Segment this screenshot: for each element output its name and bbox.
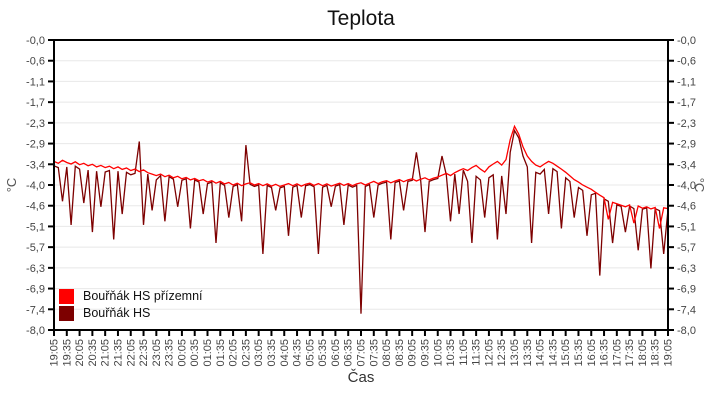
svg-text:00:35: 00:35 bbox=[189, 339, 201, 367]
svg-text:10:05: 10:05 bbox=[432, 339, 444, 367]
svg-text:-6,3: -6,3 bbox=[677, 263, 696, 275]
svg-text:03:05: 03:05 bbox=[253, 339, 265, 367]
svg-text:-0,6: -0,6 bbox=[26, 56, 45, 68]
svg-text:08:05: 08:05 bbox=[381, 339, 393, 367]
svg-text:09:35: 09:35 bbox=[419, 339, 431, 367]
svg-text:-7,4: -7,4 bbox=[677, 304, 696, 316]
svg-text:-2,3: -2,3 bbox=[26, 118, 45, 130]
svg-text:-1,1: -1,1 bbox=[677, 76, 696, 88]
legend-swatch-hs bbox=[59, 305, 74, 321]
svg-text:-7,4: -7,4 bbox=[26, 304, 45, 316]
legend-label-hs: Bouřňák HS bbox=[83, 306, 151, 320]
svg-text:15:05: 15:05 bbox=[560, 339, 572, 367]
svg-text:03:35: 03:35 bbox=[266, 339, 278, 367]
svg-text:02:05: 02:05 bbox=[228, 339, 240, 367]
y-axis-label-right: °C bbox=[692, 177, 707, 193]
svg-text:17:35: 17:35 bbox=[624, 339, 636, 367]
svg-text:17:05: 17:05 bbox=[611, 339, 623, 367]
svg-text:04:35: 04:35 bbox=[292, 339, 304, 367]
svg-text:-5,7: -5,7 bbox=[677, 242, 696, 254]
svg-text:15:35: 15:35 bbox=[573, 339, 585, 367]
series-lines bbox=[53, 124, 669, 314]
svg-text:-4,6: -4,6 bbox=[677, 201, 696, 213]
svg-text:-8,0: -8,0 bbox=[677, 325, 696, 337]
svg-text:-2,9: -2,9 bbox=[26, 139, 45, 151]
svg-text:01:05: 01:05 bbox=[202, 339, 214, 367]
svg-text:22:05: 22:05 bbox=[125, 339, 137, 367]
svg-text:13:05: 13:05 bbox=[509, 339, 521, 367]
svg-text:06:35: 06:35 bbox=[343, 339, 355, 367]
legend-item-prizemni: Bouřňák HS přízemní bbox=[59, 288, 203, 304]
svg-text:13:35: 13:35 bbox=[522, 339, 534, 367]
svg-text:21:35: 21:35 bbox=[112, 339, 124, 367]
svg-text:09:05: 09:05 bbox=[407, 339, 419, 367]
svg-text:11:05: 11:05 bbox=[458, 339, 470, 366]
svg-text:-0,0: -0,0 bbox=[26, 35, 45, 47]
svg-text:-5,1: -5,1 bbox=[26, 221, 45, 233]
svg-text:07:35: 07:35 bbox=[368, 339, 380, 367]
svg-text:22:35: 22:35 bbox=[138, 339, 150, 367]
svg-text:-5,1: -5,1 bbox=[677, 221, 696, 233]
svg-text:04:05: 04:05 bbox=[279, 339, 291, 367]
svg-text:-0,0: -0,0 bbox=[677, 35, 696, 47]
svg-text:-4,0: -4,0 bbox=[26, 180, 45, 192]
svg-text:19:05: 19:05 bbox=[663, 339, 675, 367]
svg-text:23:35: 23:35 bbox=[164, 339, 176, 367]
svg-text:-6,9: -6,9 bbox=[26, 284, 45, 296]
x-axis-label: Čas bbox=[347, 369, 375, 386]
svg-text:-6,9: -6,9 bbox=[677, 284, 696, 296]
svg-text:-3,4: -3,4 bbox=[677, 159, 696, 171]
svg-text:02:35: 02:35 bbox=[240, 339, 252, 367]
svg-text:16:35: 16:35 bbox=[599, 339, 611, 367]
svg-text:-2,9: -2,9 bbox=[677, 139, 696, 151]
svg-text:14:35: 14:35 bbox=[547, 339, 559, 367]
series-hs-line bbox=[53, 128, 669, 314]
svg-text:18:05: 18:05 bbox=[637, 339, 649, 367]
svg-text:12:05: 12:05 bbox=[483, 339, 495, 367]
svg-text:08:35: 08:35 bbox=[394, 339, 406, 367]
svg-text:-4,0: -4,0 bbox=[677, 180, 696, 192]
gridlines bbox=[54, 60, 668, 310]
svg-text:00:05: 00:05 bbox=[176, 339, 188, 367]
svg-text:20:05: 20:05 bbox=[74, 339, 86, 367]
svg-text:19:05: 19:05 bbox=[49, 339, 61, 367]
svg-text:21:05: 21:05 bbox=[100, 339, 112, 367]
svg-text:19:35: 19:35 bbox=[61, 339, 73, 367]
svg-text:-2,3: -2,3 bbox=[677, 118, 696, 130]
legend-item-hs: Bouřňák HS bbox=[59, 305, 203, 321]
svg-text:20:35: 20:35 bbox=[87, 339, 99, 367]
legend: Bouřňák HS přízemní Bouřňák HS bbox=[59, 288, 203, 322]
svg-text:10:35: 10:35 bbox=[445, 339, 457, 367]
chart-title: Teplota bbox=[327, 7, 395, 30]
svg-text:14:05: 14:05 bbox=[535, 339, 547, 367]
x-axis-ticks: 19:05 19:35 20:05 20:35 21:05 21:35 22:05 22:35… bbox=[49, 330, 675, 367]
series-prizemni-line bbox=[53, 124, 669, 229]
svg-text:-0,6: -0,6 bbox=[677, 56, 696, 68]
svg-text:05:35: 05:35 bbox=[317, 339, 329, 367]
svg-text:12:35: 12:35 bbox=[496, 339, 508, 367]
svg-text:01:35: 01:35 bbox=[215, 339, 227, 367]
svg-text:07:05: 07:05 bbox=[356, 339, 368, 367]
svg-text:-1,7: -1,7 bbox=[677, 97, 696, 109]
svg-text:11:35: 11:35 bbox=[471, 339, 483, 366]
legend-label-prizemni: Bouřňák HS přízemní bbox=[83, 289, 203, 303]
svg-text:18:35: 18:35 bbox=[650, 339, 662, 367]
svg-text:-1,7: -1,7 bbox=[26, 97, 45, 109]
svg-text:-6,3: -6,3 bbox=[26, 263, 45, 275]
svg-text:-5,7: -5,7 bbox=[26, 242, 45, 254]
svg-text:05:05: 05:05 bbox=[304, 339, 316, 367]
svg-text:16:05: 16:05 bbox=[586, 339, 598, 367]
legend-swatch-prizemni bbox=[59, 288, 74, 304]
y-axis-ticks: -0,0 -0,0 -0,6 -0,6 -1,1 -1,1 -1,7 -1,7 -2,3 -2,3… bbox=[26, 35, 696, 337]
y-axis-label-left: °C bbox=[4, 177, 19, 193]
svg-text:-1,1: -1,1 bbox=[26, 76, 45, 88]
svg-text:06:05: 06:05 bbox=[330, 339, 342, 367]
svg-text:-4,6: -4,6 bbox=[26, 201, 45, 213]
svg-text:-8,0: -8,0 bbox=[26, 325, 45, 337]
svg-text:-3,4: -3,4 bbox=[26, 159, 45, 171]
svg-text:23:05: 23:05 bbox=[151, 339, 163, 367]
